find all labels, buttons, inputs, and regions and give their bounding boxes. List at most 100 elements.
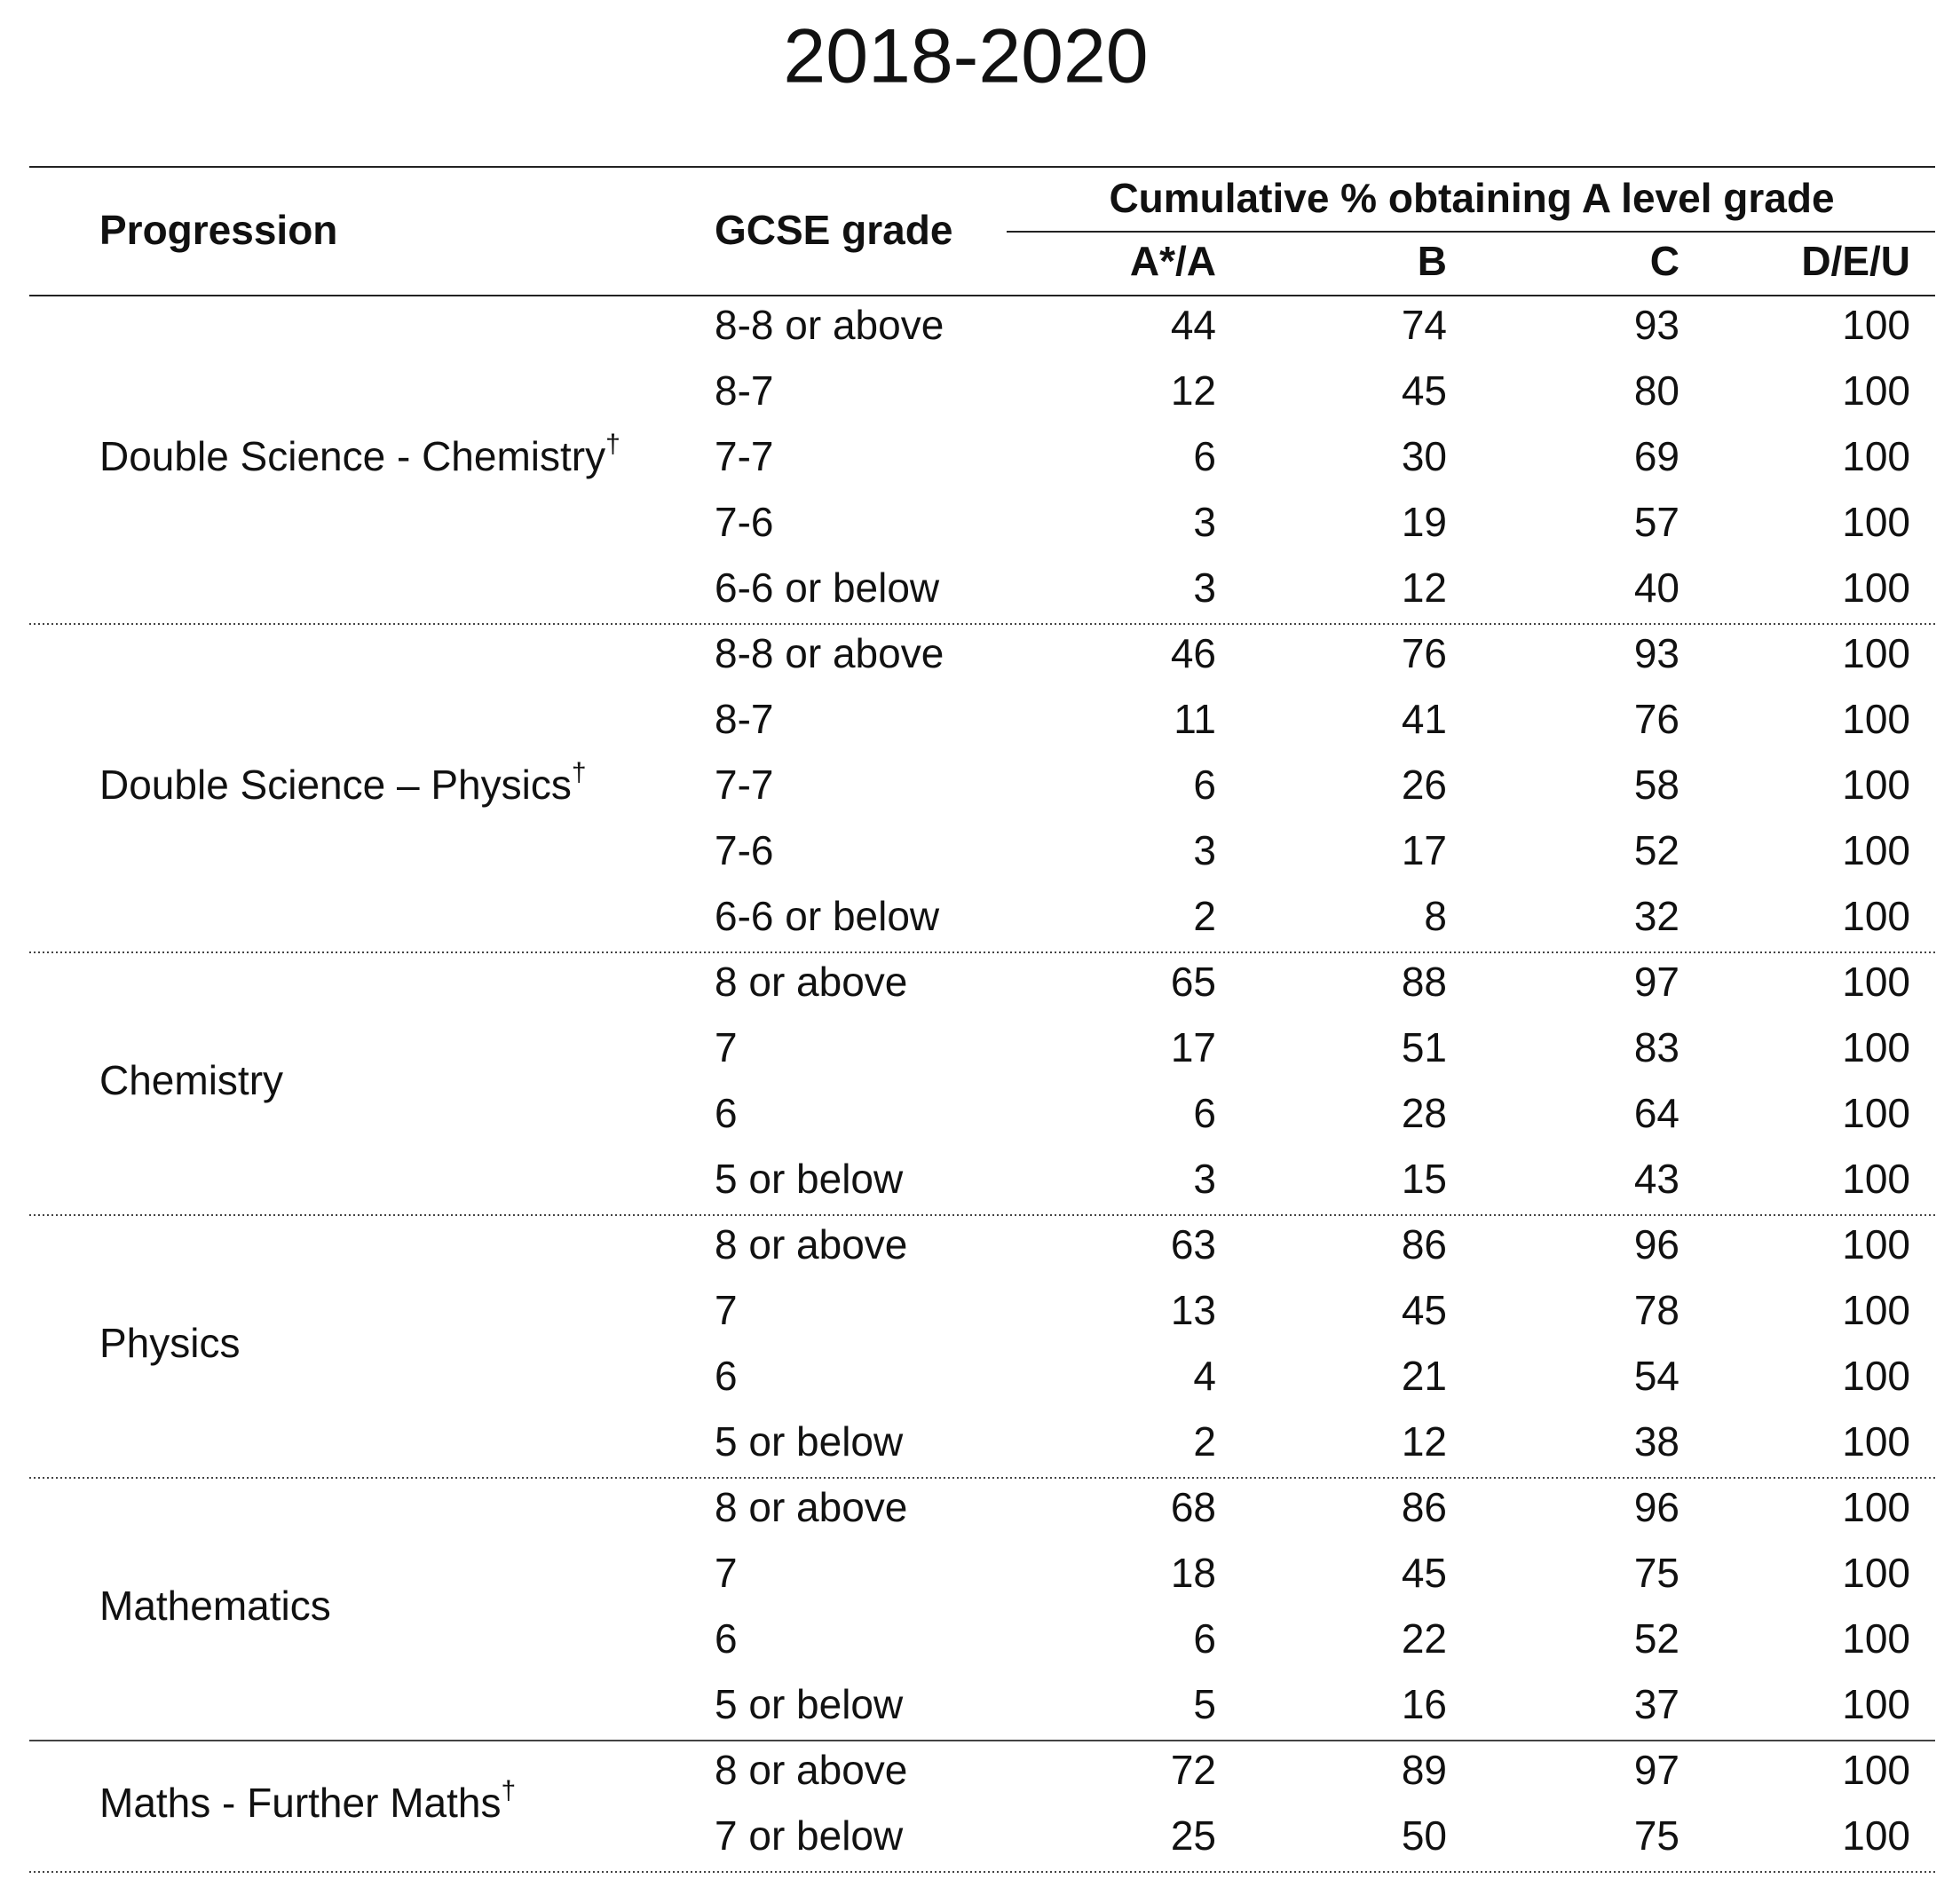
value-cell: 41 — [1402, 696, 1447, 742]
gcse-grade: 7-7 — [715, 433, 773, 479]
progression-name: Double Science – Physics† — [99, 758, 587, 808]
value-cell: 3 — [1193, 1156, 1216, 1202]
gcse-grade: 7-7 — [715, 762, 773, 808]
gcse-grade: 8-7 — [715, 696, 773, 742]
gcse-grade: 8 or above — [715, 1747, 907, 1793]
progression-name: Physics — [99, 1320, 240, 1366]
gcse-grade: 5 or below — [715, 1418, 904, 1465]
value-cell: 21 — [1402, 1353, 1447, 1399]
gcse-grade: 8-8 or above — [715, 630, 944, 676]
value-cell: 28 — [1402, 1090, 1447, 1136]
value-cell: 25 — [1171, 1812, 1216, 1859]
value-cell: 2 — [1193, 1418, 1216, 1465]
progression-name: Double Science - Chemistry† — [99, 430, 620, 479]
value-cell: 78 — [1634, 1287, 1679, 1333]
value-cell: 100 — [1842, 696, 1910, 742]
value-cell: 5 — [1193, 1681, 1216, 1727]
value-cell: 100 — [1842, 302, 1910, 348]
value-cell: 18 — [1171, 1550, 1216, 1596]
value-cell: 44 — [1171, 302, 1216, 348]
value-cell: 86 — [1402, 1484, 1447, 1530]
value-cell: 100 — [1842, 959, 1910, 1005]
progression-label: Maths - Further Maths — [99, 1780, 501, 1826]
value-cell: 2 — [1193, 893, 1216, 939]
progression-name: Mathematics — [99, 1583, 331, 1629]
value-cell: 65 — [1171, 959, 1216, 1005]
value-cell: 80 — [1634, 367, 1679, 414]
value-cell: 54 — [1634, 1353, 1679, 1399]
progression-label: Physics — [99, 1320, 240, 1366]
value-cell: 26 — [1402, 762, 1447, 808]
value-cell: 100 — [1842, 762, 1910, 808]
gcse-grade: 8 or above — [715, 959, 907, 1005]
value-cell: 37 — [1634, 1681, 1679, 1727]
gcse-grade: 5 or below — [715, 1156, 904, 1202]
gcse-grade: 6 — [715, 1353, 738, 1399]
value-cell: 100 — [1842, 499, 1910, 545]
value-cell: 74 — [1402, 302, 1447, 348]
value-cell: 100 — [1842, 1353, 1910, 1399]
gcse-grade: 7-6 — [715, 827, 773, 873]
gcse-grade: 8-8 or above — [715, 302, 944, 348]
value-cell: 45 — [1402, 1550, 1447, 1596]
value-cell: 100 — [1842, 367, 1910, 414]
footnote-mark: † — [501, 1776, 516, 1805]
gcse-grade: 5 or below — [715, 1681, 904, 1727]
header-gcse: GCSE grade — [715, 207, 952, 253]
value-cell: 8 — [1424, 893, 1447, 939]
value-cell: 38 — [1634, 1418, 1679, 1465]
value-cell: 52 — [1634, 827, 1679, 873]
value-cell: 4 — [1193, 1353, 1216, 1399]
value-cell: 17 — [1402, 827, 1447, 873]
header-cumulative: Cumulative % obtaining A level grade — [1109, 175, 1834, 221]
gcse-grade: 7-6 — [715, 499, 773, 545]
gcse-grade: 6-6 or below — [715, 565, 940, 611]
value-cell: 96 — [1634, 1221, 1679, 1267]
value-cell: 76 — [1634, 696, 1679, 742]
value-cell: 100 — [1842, 1812, 1910, 1859]
gcse-grade: 7 — [715, 1287, 738, 1333]
value-cell: 75 — [1634, 1550, 1679, 1596]
value-cell: 19 — [1402, 499, 1447, 545]
value-cell: 68 — [1171, 1484, 1216, 1530]
value-cell: 93 — [1634, 630, 1679, 676]
gcse-grade: 7 — [715, 1024, 738, 1070]
progression-label: Double Science - Chemistry — [99, 433, 605, 479]
value-cell: 3 — [1193, 565, 1216, 611]
progression-name: Maths - Further Maths† — [99, 1776, 516, 1826]
value-cell: 63 — [1171, 1221, 1216, 1267]
value-cell: 17 — [1171, 1024, 1216, 1070]
progression-label: Chemistry — [99, 1057, 283, 1103]
gcse-grade: 8 or above — [715, 1221, 907, 1267]
value-cell: 89 — [1402, 1747, 1447, 1793]
value-cell: 100 — [1842, 1221, 1910, 1267]
value-cell: 69 — [1634, 433, 1679, 479]
header-grade: C — [1650, 238, 1679, 284]
value-cell: 6 — [1193, 1615, 1216, 1662]
gcse-grade: 7 — [715, 1550, 738, 1596]
value-cell: 96 — [1634, 1484, 1679, 1530]
value-cell: 51 — [1402, 1024, 1447, 1070]
value-cell: 100 — [1842, 433, 1910, 479]
value-cell: 58 — [1634, 762, 1679, 808]
page-title: 2018-2020 — [783, 14, 1148, 99]
value-cell: 46 — [1171, 630, 1216, 676]
gcse-grade: 6 — [715, 1615, 738, 1662]
footnote-mark: † — [605, 430, 620, 459]
value-cell: 100 — [1842, 1418, 1910, 1465]
value-cell: 88 — [1402, 959, 1447, 1005]
value-cell: 75 — [1634, 1812, 1679, 1859]
value-cell: 3 — [1193, 827, 1216, 873]
value-cell: 22 — [1402, 1615, 1447, 1662]
value-cell: 15 — [1402, 1156, 1447, 1202]
value-cell: 30 — [1402, 433, 1447, 479]
header-grade: A*/A — [1130, 238, 1216, 284]
value-cell: 3 — [1193, 499, 1216, 545]
footnote-mark: † — [572, 758, 587, 787]
value-cell: 6 — [1193, 762, 1216, 808]
value-cell: 40 — [1634, 565, 1679, 611]
value-cell: 100 — [1842, 1090, 1910, 1136]
value-cell: 100 — [1842, 1484, 1910, 1530]
progression-label: Double Science – Physics — [99, 762, 572, 808]
value-cell: 12 — [1402, 565, 1447, 611]
